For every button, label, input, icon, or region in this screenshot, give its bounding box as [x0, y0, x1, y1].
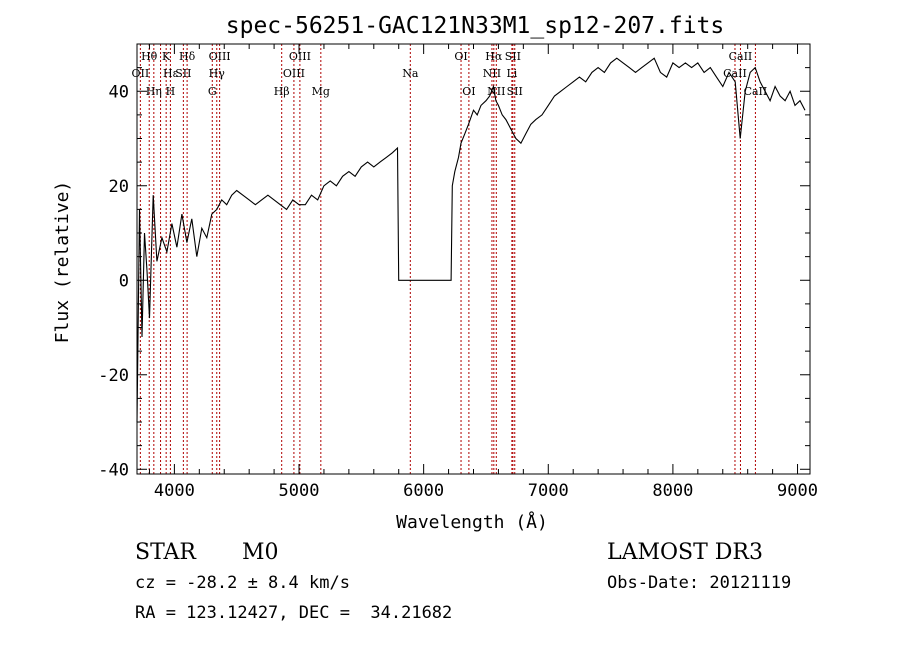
- plot-frame: [136, 43, 811, 475]
- y-axis-label: Flux (relative): [52, 181, 73, 344]
- line-label: K: [162, 50, 171, 63]
- line-label: Hη: [146, 85, 162, 98]
- y-tick-label: 0: [119, 271, 129, 291]
- x-tick-label: 7000: [528, 481, 569, 501]
- x-tick-label: 8000: [652, 481, 693, 501]
- line-label: NII: [483, 67, 501, 80]
- y-tick-label: 20: [109, 177, 129, 197]
- line-label: Hε: [163, 67, 179, 80]
- line-label: Hδ: [179, 50, 196, 63]
- line-label: Mg: [312, 85, 330, 98]
- line-label: OI: [454, 50, 467, 63]
- x-axis: 4000 5000 6000 7000 8000 9000: [148, 44, 818, 501]
- line-label: CaII: [723, 67, 747, 80]
- y-tick-label: 40: [109, 82, 129, 102]
- coordinates: RA = 123.12427, DEC = 34.21682: [135, 603, 453, 623]
- obs-date: Obs-Date: 20121119: [607, 573, 792, 593]
- x-tick-label: 6000: [403, 481, 444, 501]
- chart-title: spec-56251-GAC121N33M1_sp12-207.fits: [226, 13, 725, 39]
- line-label: NII: [487, 85, 505, 98]
- line-label: CaII: [744, 85, 768, 98]
- spectrum-line: [136, 57, 806, 423]
- survey-name: LAMOST DR3: [607, 540, 763, 565]
- x-axis-label: Wavelength (Å): [396, 511, 548, 533]
- redshift-text: cz = -28.2 ± 8.4 km/s: [135, 573, 350, 593]
- line-label: H: [166, 85, 176, 98]
- line-label: OII: [132, 67, 150, 80]
- y-tick-label: -20: [98, 366, 129, 386]
- line-label: SII: [507, 85, 523, 98]
- line-label: OIII: [209, 50, 231, 63]
- spectral-subclass: M0: [242, 540, 279, 565]
- line-label: Hγ: [209, 67, 226, 80]
- emission-line-markers: [139, 44, 756, 474]
- object-class: STAR: [135, 540, 196, 565]
- x-tick-label: 5000: [279, 481, 320, 501]
- x-tick-label: 9000: [777, 481, 818, 501]
- line-label: Li: [506, 67, 517, 80]
- line-label: Hβ: [274, 85, 290, 98]
- emission-line-labels: Hθ OII Hη K Hε H Hδ SII OIII Hγ G OIII OIII Hβ Mg Na OI O…: [132, 50, 768, 98]
- line-label: Hα: [485, 50, 503, 63]
- line-label: Hθ: [141, 50, 158, 63]
- line-label: SII: [505, 50, 521, 63]
- line-label: OIII: [283, 67, 305, 80]
- line-label: CaII: [729, 50, 753, 63]
- line-label: SII: [175, 67, 191, 80]
- line-label: OIII: [289, 50, 311, 63]
- y-axis: -40 -20 0 20 40: [98, 43, 810, 480]
- y-tick-label: -40: [98, 460, 129, 480]
- line-label: Na: [402, 67, 419, 80]
- x-tick-label: 4000: [154, 481, 195, 501]
- line-label: G: [208, 85, 217, 98]
- line-label: OI: [462, 85, 475, 98]
